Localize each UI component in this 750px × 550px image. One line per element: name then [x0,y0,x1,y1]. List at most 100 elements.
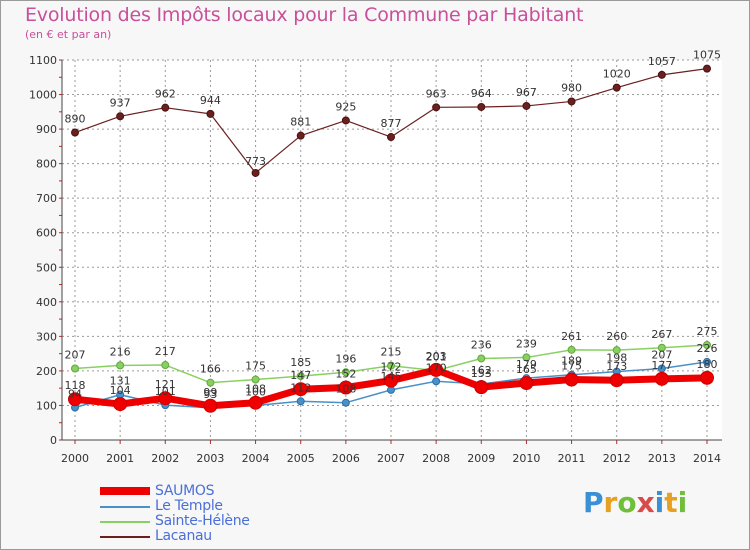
data-label-le-temple: 207 [651,348,672,361]
chart-legend: SAUMOS Le Temple Sainte-Hélène Lacanau [100,483,300,544]
data-label-sainte-helene: 201 [426,351,447,364]
data-point-sainte-helene [206,378,215,387]
data-label-saumos: 177 [651,359,672,372]
data-point-saumos [68,392,82,407]
x-tick-label: 2013 [648,452,676,465]
y-tick-label: 500 [36,261,57,274]
data-point-sainte-helene [161,361,170,370]
data-label-saumos: 99 [203,386,217,399]
data-point-saumos [609,373,624,388]
data-point-saumos [338,380,353,395]
data-point-lacanau [71,128,79,137]
data-point-lacanau [296,131,305,140]
data-label-lacanau: 773 [245,155,266,168]
series-sainte-helene [71,341,711,387]
y-tick-label: 900 [36,123,57,136]
data-label-lacanau: 1020 [603,68,631,81]
data-point-lacanau [206,109,215,118]
data-label-saumos: 121 [155,378,176,391]
data-label-le-temple: 198 [606,352,627,365]
y-tick-label: 600 [36,227,57,240]
x-tick-label: 2008 [422,452,450,465]
data-label-saumos: 172 [381,361,402,374]
legend-label-lacanau: Lacanau [155,528,212,544]
data-label-lacanau: 881 [290,116,311,129]
chart-title: Evolution des Impôts locaux pour la Comm… [25,4,584,26]
data-label-le-temple: 145 [381,370,402,383]
data-label-sainte-helene: 185 [290,356,311,369]
x-tick-label: 2003 [196,452,224,465]
data-point-lacanau [161,103,170,112]
legend-item-sainte-helene[interactable]: Sainte-Hélène [100,513,300,529]
x-tick-label: 2001 [106,452,134,465]
x-tick-label: 2007 [377,452,405,465]
data-point-saumos [564,372,579,387]
legend-label-sainte-helene: Sainte-Hélène [155,513,250,529]
data-label-sainte-helene: 175 [245,360,266,373]
data-label-lacanau: 964 [471,87,492,100]
data-label-le-temple: 226 [697,342,718,355]
data-point-sainte-helene [703,341,711,349]
data-point-sainte-helene [567,345,576,354]
legend-swatch-sainte-helene [100,521,150,523]
y-tick-label: 700 [36,192,57,205]
data-label-le-temple: 101 [155,385,176,398]
legend-item-saumos[interactable]: SAUMOS [100,483,300,499]
data-label-saumos: 180 [697,358,718,371]
x-tick-label: 2012 [603,452,631,465]
data-label-lacanau: 980 [561,81,582,94]
legend-item-le-temple[interactable]: Le Temple [100,498,300,514]
data-label-lacanau: 877 [381,117,402,130]
y-tick-label: 100 [36,399,57,412]
y-tick-label: 1000 [29,89,57,102]
data-label-sainte-helene: 215 [381,346,402,359]
data-label-le-temple: 179 [516,358,537,371]
x-tick-label: 2000 [61,452,89,465]
data-label-saumos: 152 [335,367,356,380]
chart-subtitle: (en € et par an) [25,28,112,41]
data-point-sainte-helene [522,353,531,362]
data-label-lacanau: 962 [155,88,176,101]
data-label-le-temple: 131 [110,375,131,388]
data-label-sainte-helene: 275 [697,325,718,338]
data-point-saumos [654,371,669,386]
data-point-sainte-helene [657,343,666,352]
data-point-saumos [519,376,534,390]
data-point-lacanau [612,83,621,92]
data-label-saumos: 175 [561,360,582,373]
x-tick-label: 2010 [512,452,540,465]
data-point-saumos [474,380,489,395]
data-label-sainte-helene: 196 [335,352,356,365]
data-label-saumos: 203 [426,350,447,363]
series-lacanau [71,64,711,177]
data-label-le-temple: 162 [471,364,492,377]
y-tick-label: 300 [36,330,57,343]
legend-swatch-le-temple [100,506,150,508]
x-tick-label: 2006 [332,452,360,465]
data-label-lacanau: 925 [335,100,356,113]
legend-item-lacanau[interactable]: Lacanau [100,528,300,544]
legend-label-saumos: SAUMOS [155,483,215,499]
data-label-le-temple: 170 [426,361,447,374]
data-point-sainte-helene [477,354,486,363]
data-point-sainte-helene [71,364,79,373]
data-point-lacanau [477,102,486,111]
data-point-sainte-helene [116,361,125,370]
data-label-le-temple: 93 [203,388,217,401]
x-tick-label: 2014 [693,452,721,465]
y-tick-label: 200 [36,365,57,378]
data-point-le-temple [341,398,350,407]
data-label-lacanau: 967 [516,86,537,99]
data-label-lacanau: 944 [200,94,221,107]
y-tick-label: 1100 [29,54,57,67]
data-point-sainte-helene [612,346,621,355]
data-point-lacanau [251,168,260,177]
data-label-sainte-helene: 217 [155,345,176,358]
legend-swatch-saumos [100,487,150,495]
data-point-lacanau [567,97,576,106]
data-point-sainte-helene [387,361,395,370]
data-point-saumos [293,382,308,397]
legend-label-le-temple: Le Temple [155,498,223,514]
data-label-saumos: 147 [290,369,311,382]
data-point-le-temple [703,357,711,366]
